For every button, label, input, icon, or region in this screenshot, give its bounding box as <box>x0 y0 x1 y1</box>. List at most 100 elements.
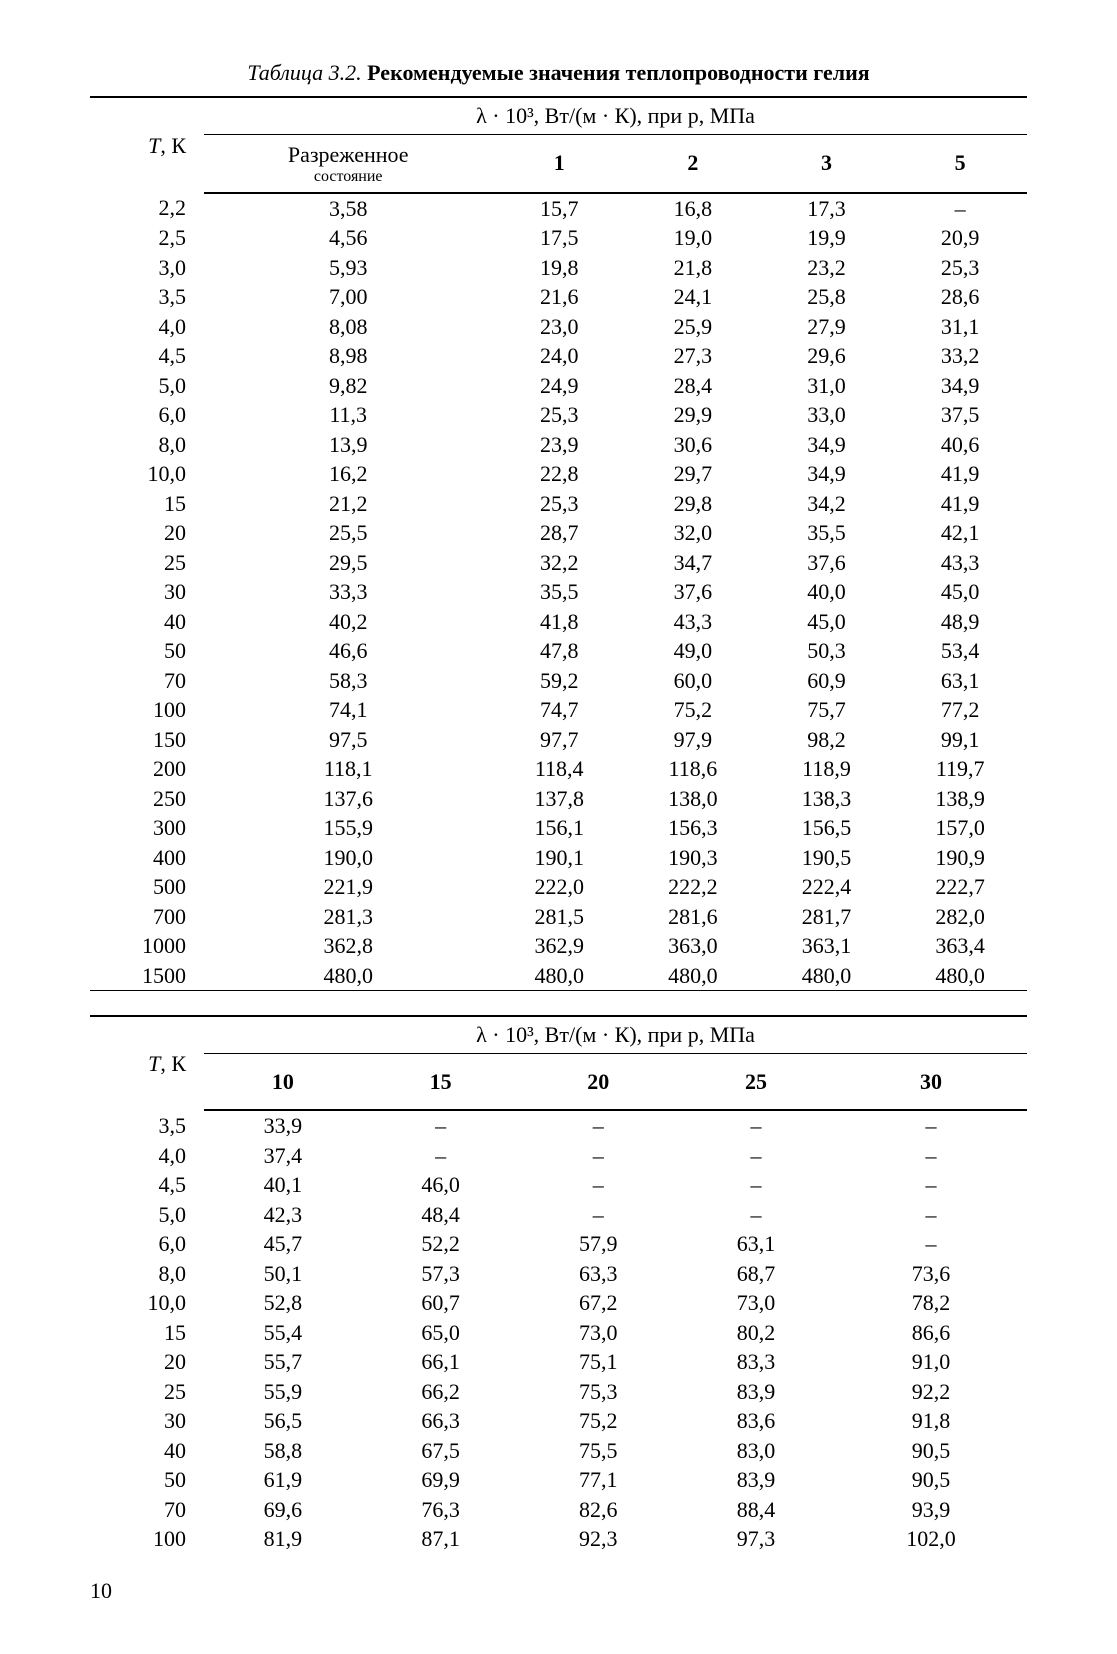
cell-value: 22,8 <box>492 459 626 489</box>
table-row: 3056,566,375,283,691,8 <box>90 1406 1027 1436</box>
cell-value: 67,5 <box>362 1436 520 1466</box>
cell-temperature: 20 <box>90 1347 204 1377</box>
col-header-pressure: 5 <box>893 134 1027 193</box>
table-row: 6,011,325,329,933,037,5 <box>90 400 1027 430</box>
cell-value: 156,3 <box>626 813 760 843</box>
cell-value: 75,2 <box>626 695 760 725</box>
cell-value: 29,5 <box>204 548 492 578</box>
cell-value: 480,0 <box>492 961 626 991</box>
cell-value: 29,6 <box>760 341 894 371</box>
cell-value: 30,6 <box>626 430 760 460</box>
cell-temperature: 8,0 <box>90 430 204 460</box>
cell-temperature: 200 <box>90 754 204 784</box>
cell-value: 93,9 <box>835 1495 1027 1525</box>
cell-value: 67,2 <box>519 1288 677 1318</box>
col-header-pressure: 1 <box>492 134 626 193</box>
cell-value: 37,6 <box>760 548 894 578</box>
cell-value: 41,9 <box>893 459 1027 489</box>
table-2: T, К λ · 10³, Вт/(м · К), при p, МПа 101… <box>90 1015 1027 1554</box>
cell-value: 190,5 <box>760 843 894 873</box>
cell-value: 480,0 <box>893 961 1027 991</box>
cell-value: 13,9 <box>204 430 492 460</box>
cell-value: 48,9 <box>893 607 1027 637</box>
cell-temperature: 4,5 <box>90 1170 204 1200</box>
cell-temperature: 50 <box>90 1465 204 1495</box>
cell-temperature: 10,0 <box>90 459 204 489</box>
cell-value: 63,1 <box>893 666 1027 696</box>
cell-value: 60,9 <box>760 666 894 696</box>
cell-temperature: 4,0 <box>90 312 204 342</box>
cell-value: – <box>362 1110 520 1141</box>
cell-value: 53,4 <box>893 636 1027 666</box>
table-row: 4,540,146,0––– <box>90 1170 1027 1200</box>
cell-value: 40,0 <box>760 577 894 607</box>
cell-value: 118,9 <box>760 754 894 784</box>
cell-value: 48,4 <box>362 1200 520 1230</box>
table-row: 1521,225,329,834,241,9 <box>90 489 1027 519</box>
cell-temperature: 100 <box>90 695 204 725</box>
cell-value: 8,08 <box>204 312 492 342</box>
table-row: 4058,867,575,583,090,5 <box>90 1436 1027 1466</box>
cell-value: 25,3 <box>492 400 626 430</box>
cell-value: 33,9 <box>204 1110 362 1141</box>
table-row: 4,08,0823,025,927,931,1 <box>90 312 1027 342</box>
cell-value: 82,6 <box>519 1495 677 1525</box>
cell-value: 34,7 <box>626 548 760 578</box>
cell-value: 24,0 <box>492 341 626 371</box>
cell-value: 57,3 <box>362 1259 520 1289</box>
cell-temperature: 50 <box>90 636 204 666</box>
cell-value: 25,9 <box>626 312 760 342</box>
cell-value: 76,3 <box>362 1495 520 1525</box>
col-header-pressure: 3 <box>760 134 894 193</box>
cell-value: 362,9 <box>492 931 626 961</box>
page-number: 10 <box>90 1578 1027 1604</box>
table-row: 10081,987,192,397,3102,0 <box>90 1524 1027 1554</box>
table-row: 1000362,8362,9363,0363,1363,4 <box>90 931 1027 961</box>
col-header-pressure: 10 <box>204 1053 362 1110</box>
cell-value: 118,6 <box>626 754 760 784</box>
table-row: 3,57,0021,624,125,828,6 <box>90 282 1027 312</box>
cell-value: 28,7 <box>492 518 626 548</box>
cell-value: – <box>677 1200 835 1230</box>
cell-value: 32,0 <box>626 518 760 548</box>
cell-value: 81,9 <box>204 1524 362 1554</box>
table-row: 250137,6137,8138,0138,3138,9 <box>90 784 1027 814</box>
cell-value: 138,3 <box>760 784 894 814</box>
cell-temperature: 30 <box>90 1406 204 1436</box>
table-row: 1555,465,073,080,286,6 <box>90 1318 1027 1348</box>
cell-value: 29,8 <box>626 489 760 519</box>
cell-value: 31,1 <box>893 312 1027 342</box>
cell-value: 25,5 <box>204 518 492 548</box>
cell-temperature: 15 <box>90 1318 204 1348</box>
cell-value: 15,7 <box>492 193 626 224</box>
cell-value: 222,0 <box>492 872 626 902</box>
cell-value: 55,7 <box>204 1347 362 1377</box>
table-row: 7069,676,382,688,493,9 <box>90 1495 1027 1525</box>
cell-value: 19,8 <box>492 253 626 283</box>
cell-value: 40,2 <box>204 607 492 637</box>
cell-value: 102,0 <box>835 1524 1027 1554</box>
cell-value: 480,0 <box>626 961 760 991</box>
cell-value: 88,4 <box>677 1495 835 1525</box>
table-row: 1500480,0480,0480,0480,0480,0 <box>90 961 1027 991</box>
table-row: 2,23,5815,716,817,3– <box>90 193 1027 224</box>
cell-value: 25,3 <box>893 253 1027 283</box>
cell-value: 45,0 <box>760 607 894 637</box>
cell-value: 28,6 <box>893 282 1027 312</box>
cell-value: 40,6 <box>893 430 1027 460</box>
cell-value: 83,3 <box>677 1347 835 1377</box>
cell-value: – <box>835 1200 1027 1230</box>
cell-value: 138,0 <box>626 784 760 814</box>
cell-value: 34,2 <box>760 489 894 519</box>
cell-value: 83,6 <box>677 1406 835 1436</box>
cell-value: – <box>835 1141 1027 1171</box>
cell-value: 28,4 <box>626 371 760 401</box>
cell-value: 118,4 <box>492 754 626 784</box>
cell-value: 74,1 <box>204 695 492 725</box>
cell-value: 19,9 <box>760 223 894 253</box>
cell-value: 60,0 <box>626 666 760 696</box>
col-header-dilute: Разреженное состояние <box>204 134 492 193</box>
cell-temperature: 40 <box>90 607 204 637</box>
cell-value: 221,9 <box>204 872 492 902</box>
cell-value: 281,5 <box>492 902 626 932</box>
